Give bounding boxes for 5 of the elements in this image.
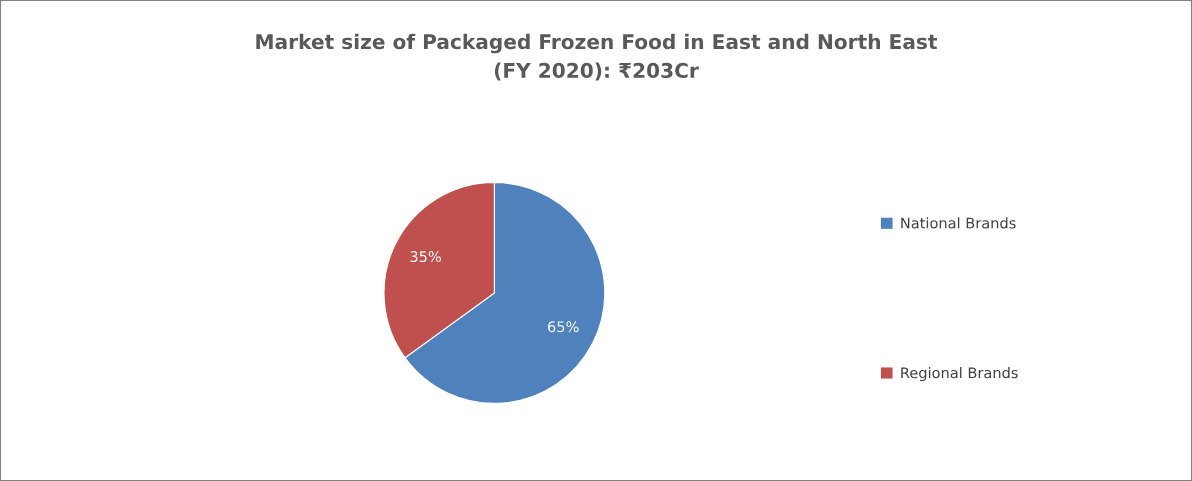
data-label: 35% [410, 251, 441, 263]
chart-title: Market size of Packaged Frozen Food in East and North East (FY 2020): ₹203Cr [256, 33, 938, 81]
legend-label: Regional Brands [901, 366, 1018, 382]
data-label: 65% [548, 321, 579, 333]
legend-label: National Brands [901, 217, 1016, 229]
